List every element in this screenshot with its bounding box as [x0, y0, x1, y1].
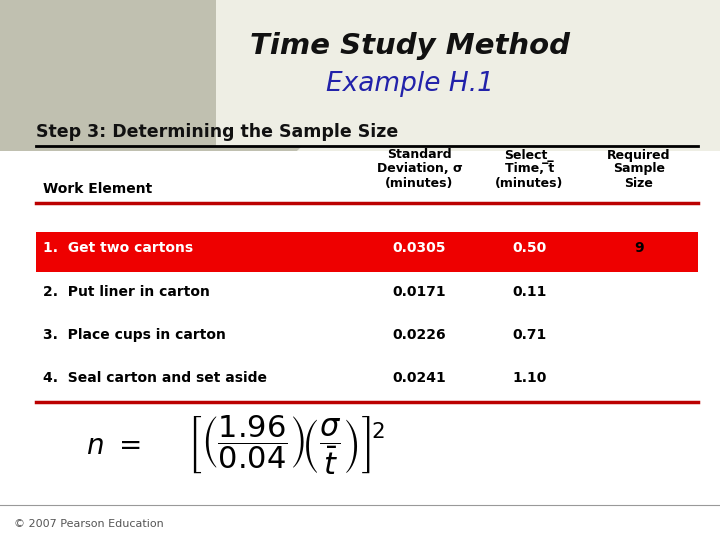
Text: Standard: Standard [387, 148, 451, 161]
FancyBboxPatch shape [36, 232, 698, 272]
Text: Sample: Sample [613, 162, 665, 175]
Text: 0.0305: 0.0305 [392, 241, 446, 255]
Text: Deviation, σ: Deviation, σ [377, 162, 462, 175]
Text: Step 3: Determining the Sample Size: Step 3: Determining the Sample Size [36, 123, 398, 141]
Polygon shape [0, 0, 216, 151]
Text: 9: 9 [634, 241, 644, 255]
Text: 2.  Put liner in carton: 2. Put liner in carton [43, 285, 210, 299]
Text: Required: Required [607, 148, 671, 161]
Text: 0.0171: 0.0171 [392, 285, 446, 299]
Text: 3.  Place cups in carton: 3. Place cups in carton [43, 328, 226, 342]
FancyBboxPatch shape [0, 151, 720, 540]
Text: (minutes): (minutes) [495, 177, 563, 190]
Text: Time Study Method: Time Study Method [251, 32, 570, 60]
Text: 0.71: 0.71 [512, 328, 546, 342]
Text: Time, ̅t: Time, ̅t [505, 162, 554, 175]
Text: 1.  Get two cartons: 1. Get two cartons [43, 241, 194, 255]
Text: 0.50: 0.50 [512, 241, 546, 255]
Text: 0.0241: 0.0241 [392, 371, 446, 385]
Text: (minutes): (minutes) [385, 177, 454, 190]
Text: $n\ =$: $n\ =$ [86, 431, 141, 460]
Text: Work Element: Work Element [43, 182, 153, 196]
Text: Select_: Select_ [505, 148, 554, 161]
Text: 4.  Seal carton and set aside: 4. Seal carton and set aside [43, 371, 267, 385]
Text: $\left[\left(\dfrac{1.96}{0.04}\right)\!\left(\dfrac{\sigma}{\bar{t}}\right)\rig: $\left[\left(\dfrac{1.96}{0.04}\right)\!… [187, 414, 384, 477]
Polygon shape [0, 146, 302, 173]
Text: Size: Size [624, 177, 654, 190]
Text: © 2007 Pearson Education: © 2007 Pearson Education [14, 519, 164, 529]
Text: Example H.1: Example H.1 [326, 71, 495, 97]
Text: 0.0226: 0.0226 [392, 328, 446, 342]
Text: 0.11: 0.11 [512, 285, 546, 299]
Text: 1.10: 1.10 [512, 371, 546, 385]
